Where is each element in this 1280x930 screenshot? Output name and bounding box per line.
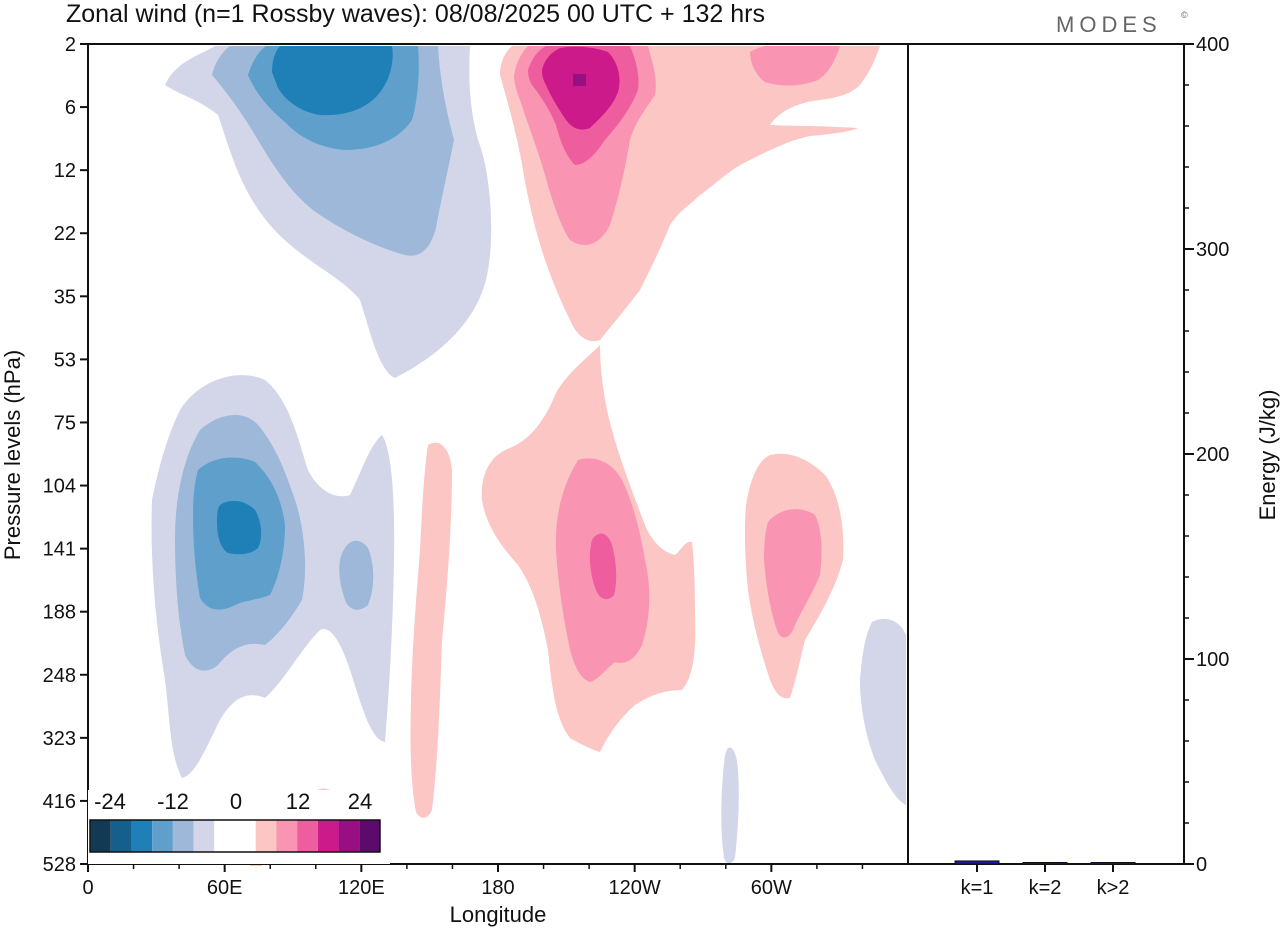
contour-pos-lower-outer-b [410, 442, 452, 818]
colorbar-swatch [317, 820, 339, 852]
x-tick-label: 120W [609, 877, 661, 899]
energy-bar-3 [1090, 862, 1136, 865]
y-tick-label: 248 [43, 665, 76, 687]
y-tick-label: 35 [54, 286, 76, 308]
y-tick-label: 188 [43, 602, 76, 624]
energy-bar-2 [1022, 862, 1068, 865]
contour-neg-upper-core [272, 46, 393, 116]
y-tick-label: 323 [43, 728, 76, 750]
y-tick-label: 12 [54, 160, 76, 182]
contour-neg-south-east [860, 618, 906, 805]
x-tick-label: 60W [751, 877, 792, 899]
contour-neg-south-sliver [721, 747, 739, 864]
brand-logo: MODES [1056, 12, 1162, 37]
y-tick-label: 53 [54, 349, 76, 371]
energy-bar-1 [954, 860, 1000, 865]
energy-axis-ticks: 0 100 200 300 400 [1184, 34, 1229, 876]
colorbar-label: -24 [94, 789, 126, 814]
colorbar-swatch [152, 820, 173, 852]
energy-tick-label: 400 [1196, 34, 1229, 56]
y-tick-label: 6 [65, 97, 76, 119]
colorbar-swatch [235, 820, 256, 852]
colorbar-swatches [89, 819, 381, 853]
positive-contours [250, 46, 880, 866]
y-tick-label: 141 [43, 539, 76, 561]
contour-pos-lower-strong [589, 533, 617, 600]
colorbar-swatch [172, 820, 194, 852]
colorbar-swatch [214, 820, 235, 852]
y-tick-label: 2 [65, 34, 76, 56]
colorbar-swatch [276, 820, 298, 852]
y-axis-ticks: 2 6 12 22 35 53 75 104 141 188 248 323 416 528 [43, 34, 88, 876]
contour-neg-lower-mid-b [339, 540, 374, 610]
colorbar-swatch [90, 820, 111, 852]
contour-pos-upper-peak [573, 74, 586, 86]
energy-tick-label: 300 [1196, 239, 1229, 261]
energy-tick-label: 0 [1196, 854, 1207, 876]
colorbar-swatch [110, 820, 132, 852]
energy-category-label: k>2 [1097, 877, 1130, 899]
colorbar-label: -12 [157, 789, 189, 814]
colorbar-outline [89, 819, 381, 853]
y-tick-label: 104 [43, 476, 76, 498]
brand-mark: © [1181, 10, 1188, 20]
x-tick-label: 120E [338, 877, 385, 899]
colorbar-swatch [255, 820, 277, 852]
colorbar-swatch [359, 820, 380, 852]
x-axis-ticks: 0 60E 120E 180 120W 60W [82, 864, 864, 899]
y-tick-label: 22 [54, 223, 76, 245]
energy-category-label: k=1 [961, 877, 994, 899]
contour-pos-lower-mid-b [764, 509, 822, 638]
colorbar: -24 -12 0 12 24 [88, 789, 390, 864]
y-axis-label: Pressure levels (hPa) [0, 350, 25, 560]
energy-axis-label: Energy (J/kg) [1255, 390, 1280, 521]
y-tick-label: 75 [54, 412, 76, 434]
energy-category-label: k=2 [1029, 877, 1062, 899]
contour-plot [151, 46, 906, 866]
negative-contours [151, 46, 906, 864]
colorbar-swatch [338, 820, 360, 852]
contour-pos-upper-outer-b [650, 46, 720, 70]
contour-pos-upper-core [542, 46, 620, 130]
x-tick-label: 180 [481, 877, 514, 899]
colorbar-swatch [131, 820, 153, 852]
x-tick-label: 60E [207, 877, 243, 899]
energy-tick-label: 100 [1196, 649, 1229, 671]
x-axis-label: Longitude [450, 902, 547, 927]
y-tick-label: 528 [43, 854, 76, 876]
colorbar-label: 12 [286, 789, 310, 814]
chart-title: Zonal wind (n=1 Rossby waves): 08/08/202… [66, 0, 765, 28]
contour-neg-lower-core [217, 500, 262, 555]
colorbar-swatch [193, 820, 215, 852]
energy-tick-label: 200 [1196, 444, 1229, 466]
energy-frame [907, 43, 1185, 865]
contour-pos-upper-mid-b [750, 46, 840, 86]
y-tick-label: 416 [43, 791, 76, 813]
colorbar-swatch [297, 820, 318, 852]
colorbar-labels: -24 -12 0 12 24 [94, 789, 372, 814]
colorbar-label: 24 [348, 789, 372, 814]
x-tick-label: 0 [82, 877, 93, 899]
energy-bars: k=1 k=2 k>2 [954, 860, 1136, 899]
colorbar-label: 0 [230, 789, 242, 814]
